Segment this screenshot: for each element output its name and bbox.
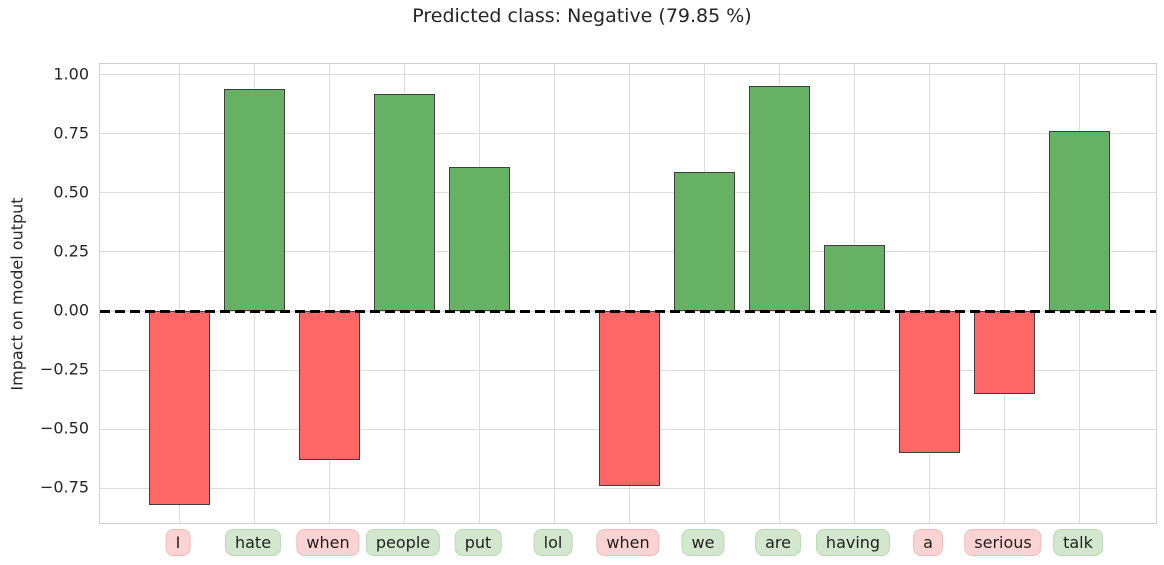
y-tick-label: 0.25 [53, 241, 89, 261]
vertical-gridline [629, 64, 630, 523]
vertical-gridline [179, 64, 180, 523]
y-tick-label: 1.00 [53, 64, 89, 84]
word-chip-negative: serious [964, 529, 1042, 556]
y-tick-label: −0.25 [39, 359, 89, 379]
positive-impact-bar [748, 86, 810, 312]
word-chip-positive: we [681, 529, 725, 556]
negative-impact-bar [598, 311, 660, 486]
positive-impact-bar [673, 171, 735, 312]
word-chip-positive: talk [1053, 529, 1103, 556]
y-tick-label: −0.50 [39, 418, 89, 438]
word-chip-positive: are [755, 529, 801, 556]
horizontal-gridline [100, 133, 1156, 135]
word-chip-negative: when [596, 529, 660, 556]
negative-impact-bar [973, 311, 1035, 394]
word-chip-positive: hate [224, 529, 282, 556]
word-chip-negative: when [296, 529, 360, 556]
word-chip-negative: I [165, 529, 191, 556]
positive-impact-bar [823, 244, 885, 312]
horizontal-gridline [100, 192, 1156, 194]
y-tick-label: −0.75 [39, 477, 89, 497]
chart-title: Predicted class: Negative (79.85 %) [412, 5, 752, 27]
positive-impact-bar [448, 166, 510, 312]
vertical-gridline [929, 64, 930, 523]
horizontal-gridline [100, 251, 1156, 253]
vertical-gridline [554, 64, 555, 523]
plot-area [99, 63, 1157, 524]
y-tick-label: 0.75 [53, 123, 89, 143]
word-chip-positive: put [454, 529, 502, 556]
word-chip-negative: a [913, 529, 943, 556]
negative-impact-bar [298, 311, 360, 460]
word-chip-positive: people [365, 529, 441, 556]
horizontal-gridline [100, 487, 1156, 489]
y-tick-label: 0.00 [53, 300, 89, 320]
zero-reference-line [100, 309, 1156, 313]
positive-impact-bar [373, 93, 435, 312]
word-chip-positive: having [815, 529, 891, 556]
negative-impact-bar [148, 311, 210, 505]
positive-impact-bar [1048, 131, 1110, 312]
word-chip-positive: lol [533, 529, 573, 556]
positive-impact-bar [223, 88, 285, 312]
vertical-gridline [1004, 64, 1005, 523]
negative-impact-bar [898, 311, 960, 453]
vertical-gridline [329, 64, 330, 523]
horizontal-gridline [100, 74, 1156, 76]
y-tick-label: 0.50 [53, 182, 89, 202]
